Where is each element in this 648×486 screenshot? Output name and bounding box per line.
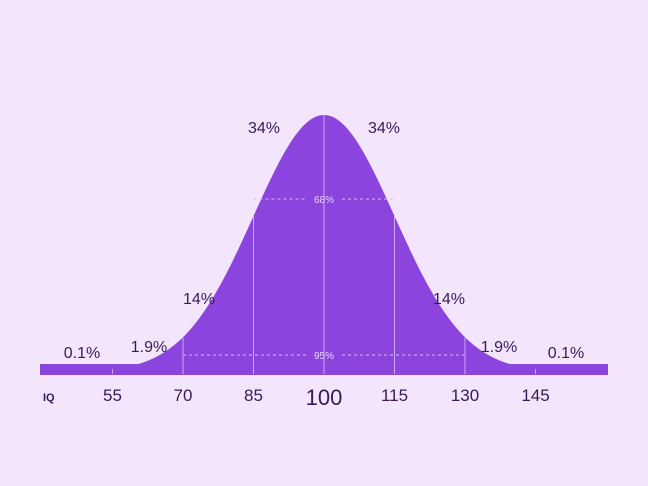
region-label-5: 14% [433, 291, 465, 308]
tick-label-85: 85 [244, 386, 263, 405]
region-label-1: 1.9% [131, 339, 167, 356]
tick-label-115: 115 [381, 386, 408, 405]
region-label-3: 34% [248, 120, 280, 137]
bracket-label-95pct: 95% [314, 351, 334, 362]
region-label-6: 1.9% [481, 339, 517, 356]
region-label-2: 14% [183, 291, 215, 308]
tick-label-100: 100 [306, 385, 343, 410]
region-label-0: 0.1% [64, 345, 100, 362]
tick-label-130: 130 [451, 386, 479, 405]
bracket-label-68pct: 68% [314, 195, 334, 206]
region-label-4: 34% [368, 120, 400, 137]
x-axis-label: IQ [43, 392, 55, 404]
tick-label-55: 55 [103, 386, 122, 405]
region-label-7: 0.1% [548, 345, 584, 362]
tick-label-145: 145 [521, 386, 549, 405]
tick-label-70: 70 [174, 386, 193, 405]
